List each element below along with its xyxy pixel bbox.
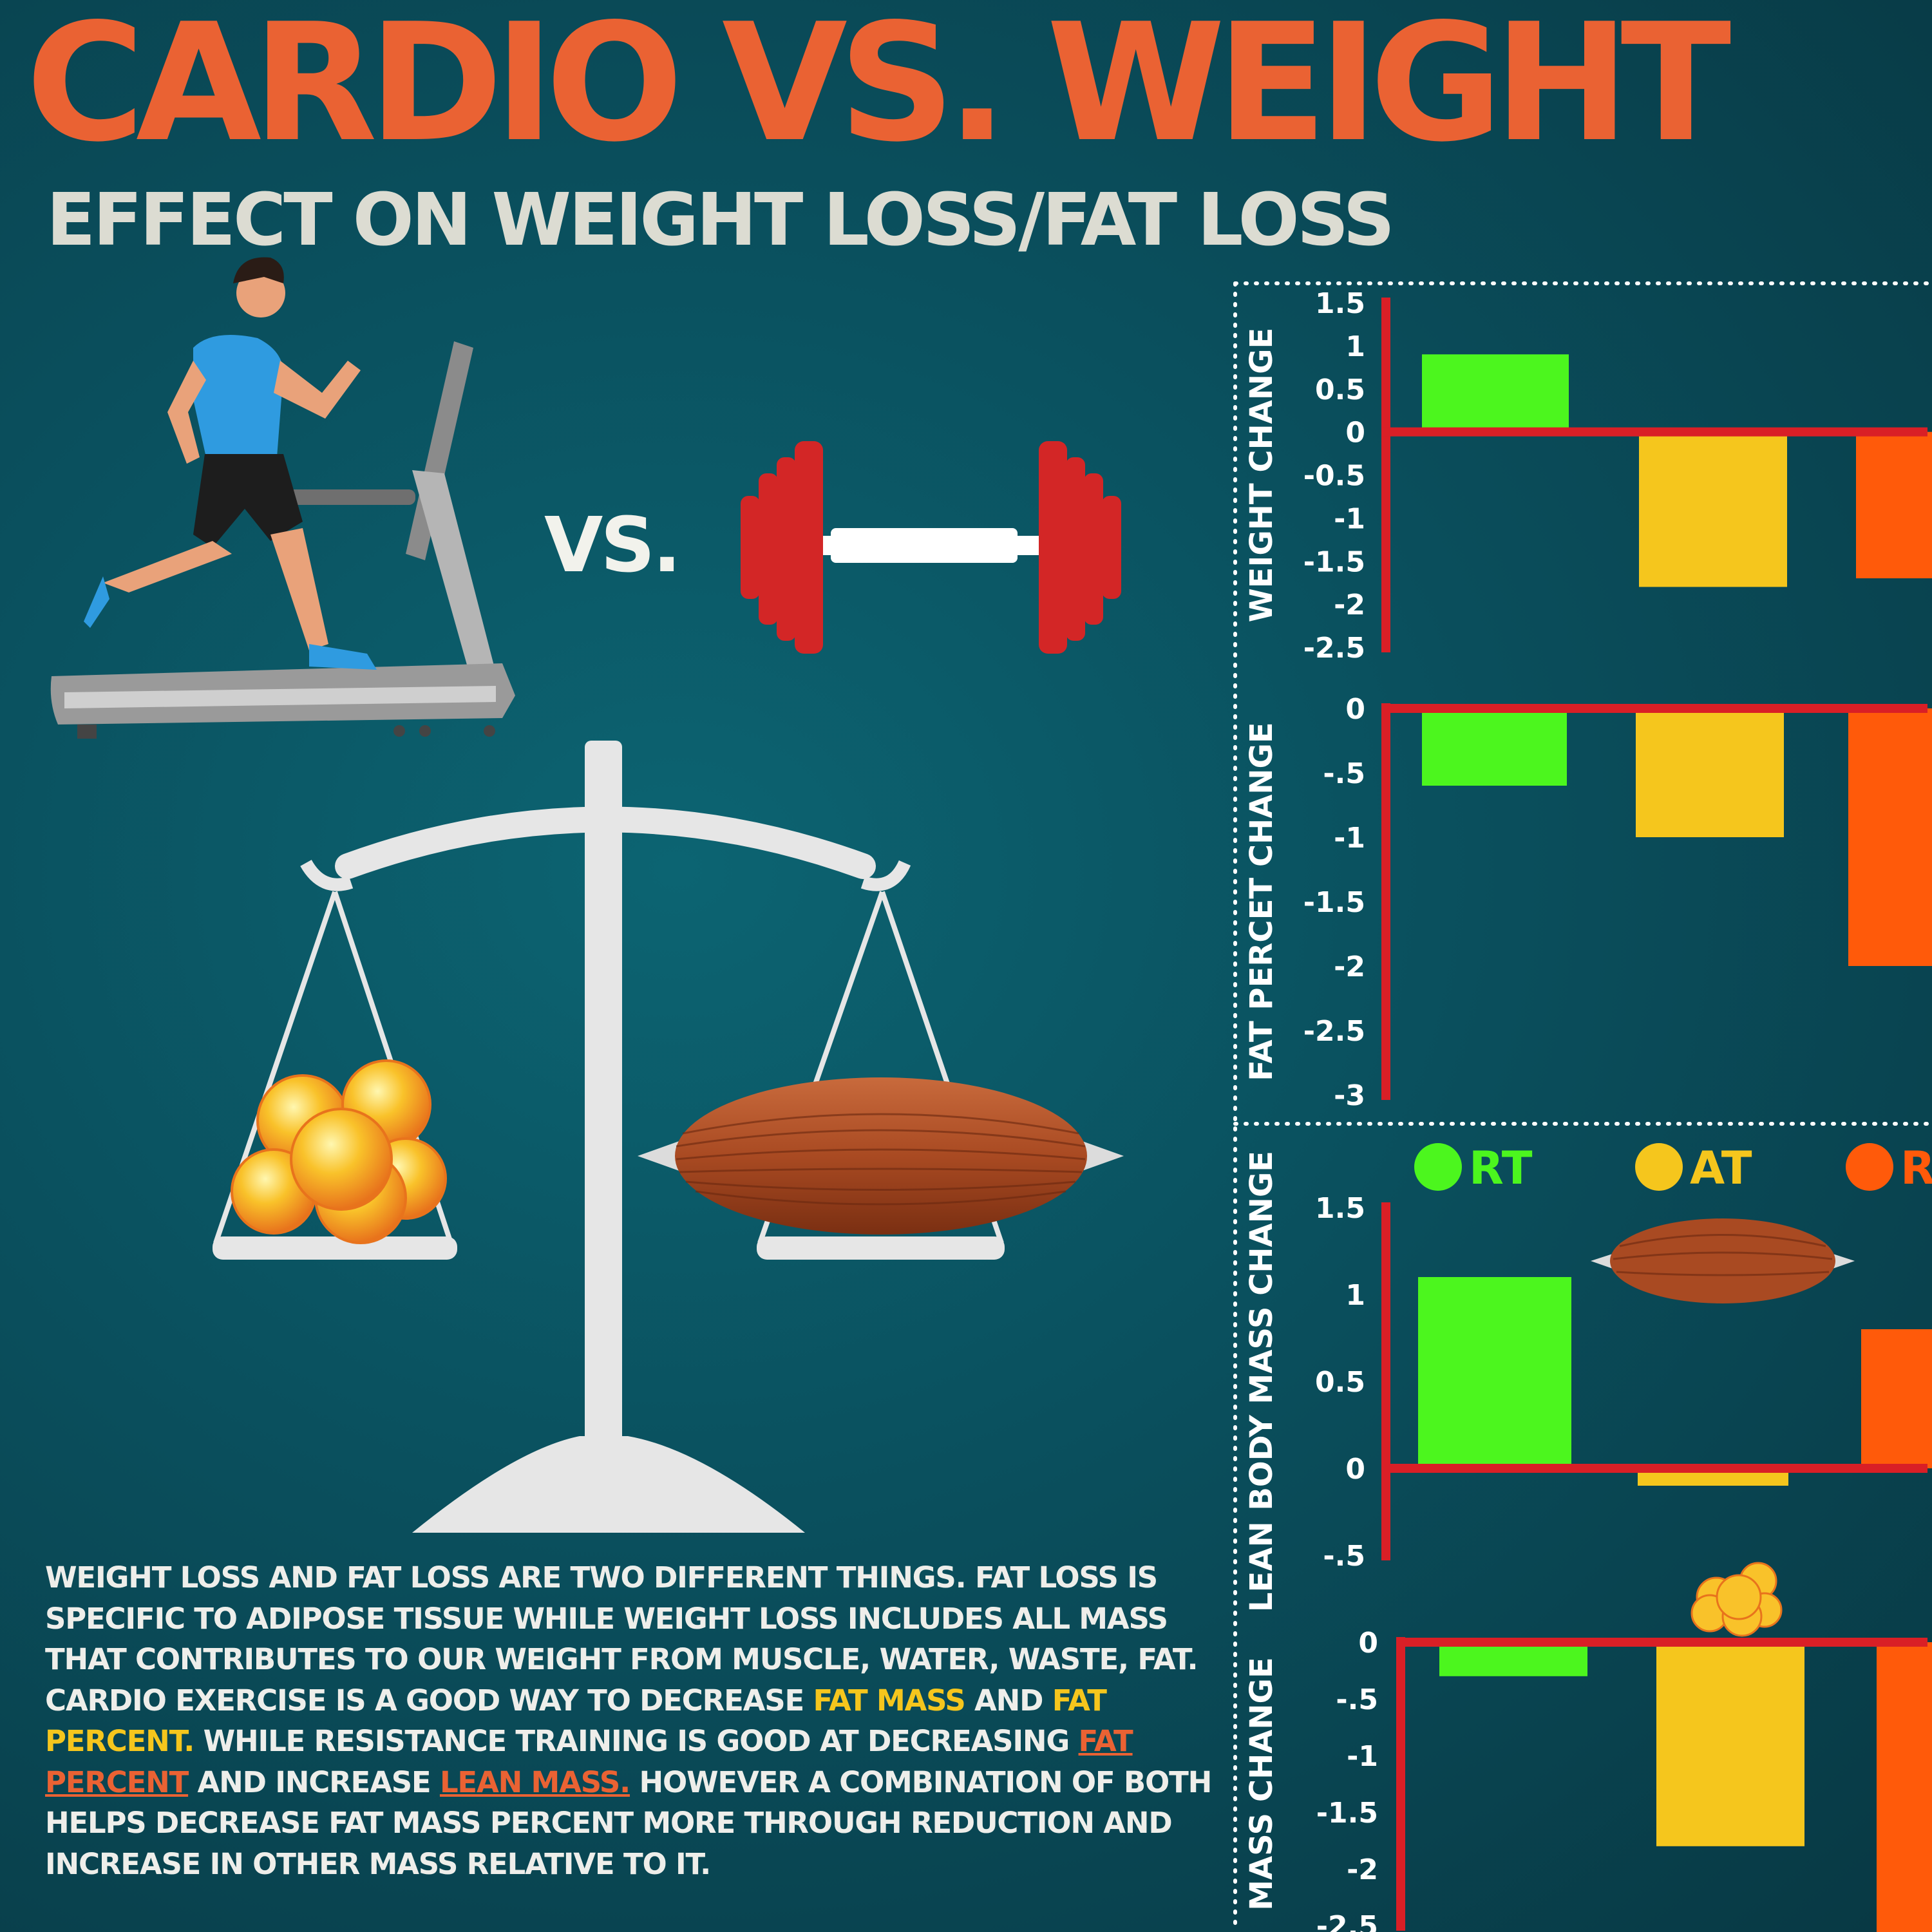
fat-cells-icon: [231, 1059, 447, 1244]
legend-label: RT: [1469, 1142, 1533, 1195]
legend-dot: [1635, 1143, 1683, 1191]
tick-label: -1: [1347, 1740, 1378, 1773]
bar-third-chart-1: [1856, 431, 1932, 578]
bar-rt-chart-2: [1422, 708, 1567, 786]
axis-title: FAT PERCET CHANGE: [1244, 722, 1280, 1081]
bar-at-chart-2: [1636, 708, 1784, 837]
legend-item-third: R: [1846, 1142, 1932, 1195]
tick-label: 0.5: [1315, 374, 1365, 406]
axis-title: MASS CHANGE: [1244, 1657, 1280, 1911]
body-text-part-1: WEIGHT LOSS AND FAT LOSS ARE TWO DIFFERE…: [45, 1560, 1198, 1718]
body-text-part-3: HOWEVER A COMBINATION OF BOTH HELPS DECR…: [45, 1765, 1212, 1881]
tick-label: -1: [1334, 502, 1365, 535]
highlight-fat-mass: FAT MASS: [813, 1683, 965, 1718]
tick-label: 0: [1358, 1627, 1378, 1660]
bar-rt-chart-1: [1422, 354, 1569, 432]
zero-baseline: [1381, 704, 1927, 713]
body-paragraph: WEIGHT LOSS AND FAT LOSS ARE TWO DIFFERE…: [45, 1557, 1243, 1884]
chart-1: 1.5 1 0.5 0 -0.5 -1 -1.5 -2 -2.5 WEIGHT CHANGE: [1244, 287, 1932, 665]
illustration-area: [50, 257, 1124, 1533]
chart-4: 0 -.5 -1 -1.5 -2 -2.5 MASS CHANGE: [1244, 1627, 1932, 1932]
y-axis-line: [1381, 703, 1390, 1100]
tick-label: 0: [1345, 417, 1365, 450]
highlight-fat-percent-2: FAT PERCENT: [45, 1724, 1133, 1799]
legend-item-rt: RT: [1414, 1142, 1533, 1195]
fat-cells-icon: [1690, 1562, 1783, 1637]
tick-label: 0.5: [1315, 1366, 1365, 1399]
dumbbell-icon: [741, 441, 1121, 654]
zero-baseline: [1381, 1464, 1927, 1473]
tick-label: 1: [1345, 1279, 1365, 1312]
y-axis-line: [1381, 298, 1390, 652]
bar-rt-chart-3: [1418, 1277, 1571, 1468]
tick-label: 1: [1345, 330, 1365, 363]
tick-label: -.5: [1323, 1540, 1365, 1573]
tick-label: 0: [1345, 1453, 1365, 1486]
tick-label: -.5: [1323, 757, 1365, 790]
tick-label: -1.5: [1303, 545, 1365, 578]
body-text-part-2: WHILE RESISTANCE TRAINING IS GOOD AT DEC…: [194, 1724, 1079, 1758]
y-axis-line: [1381, 1202, 1390, 1560]
chart-3: 1.5 1 0.5 0 -.5 LEAN BODY MASS CHANGE RT AT R: [1244, 1142, 1932, 1612]
legend-label: R: [1900, 1142, 1932, 1195]
tick-label: -2.5: [1303, 1015, 1365, 1048]
bar-third-chart-3: [1861, 1329, 1932, 1468]
bar-rt-chart-4: [1439, 1642, 1587, 1676]
tick-label: -1.5: [1316, 1797, 1378, 1830]
tick-label: 1.5: [1315, 287, 1365, 320]
muscle-icon: [638, 1077, 1124, 1235]
bar-third-chart-4: [1877, 1642, 1932, 1932]
page-subtitle: EFFECT ON WEIGHT LOSS/FAT LOSS: [46, 178, 1395, 262]
tick-label: -2.5: [1303, 632, 1365, 665]
tick-label: -2: [1347, 1853, 1378, 1886]
tick-label: -.5: [1336, 1683, 1378, 1716]
body-text-and-2: AND INCREASE: [188, 1765, 440, 1799]
page-title: CARDIO VS. WEIGHT: [26, 0, 1731, 178]
tick-label: -2.5: [1316, 1910, 1378, 1932]
axis-title: LEAN BODY MASS CHANGE: [1244, 1151, 1280, 1612]
bar-at-chart-1: [1639, 431, 1787, 587]
legend-dot: [1846, 1143, 1893, 1191]
chart-2: 0 -.5 -1 -1.5 -2 -2.5 -3 FAT PERCET CHANGE: [1244, 693, 1932, 1112]
tick-label: -2: [1334, 951, 1365, 983]
highlight-lean-mass: LEAN MASS.: [439, 1765, 630, 1799]
treadmill-runner-icon: [50, 257, 515, 739]
bar-third-chart-2: [1848, 708, 1932, 966]
legend-label: AT: [1690, 1142, 1752, 1195]
zero-baseline: [1381, 427, 1927, 437]
tick-label: 1.5: [1315, 1192, 1365, 1225]
tick-label: 0: [1345, 693, 1365, 726]
body-text-and-1: AND: [965, 1683, 1052, 1718]
zero-baseline: [1396, 1638, 1927, 1647]
y-axis-line: [1396, 1637, 1405, 1931]
vs-label: VS.: [544, 500, 681, 589]
tick-label: -1.5: [1303, 886, 1365, 919]
tick-label: -3: [1334, 1079, 1365, 1112]
legend-item-at: AT: [1635, 1142, 1752, 1195]
muscle-icon: [1591, 1218, 1855, 1303]
tick-label: -1: [1334, 822, 1365, 855]
legend-dot: [1414, 1143, 1462, 1191]
axis-title: WEIGHT CHANGE: [1244, 328, 1280, 623]
tick-label: -0.5: [1303, 460, 1365, 493]
bar-at-chart-4: [1656, 1642, 1804, 1846]
highlight-fat-percent-1: FAT PERCENT.: [45, 1683, 1107, 1759]
tick-label: -2: [1334, 589, 1365, 621]
